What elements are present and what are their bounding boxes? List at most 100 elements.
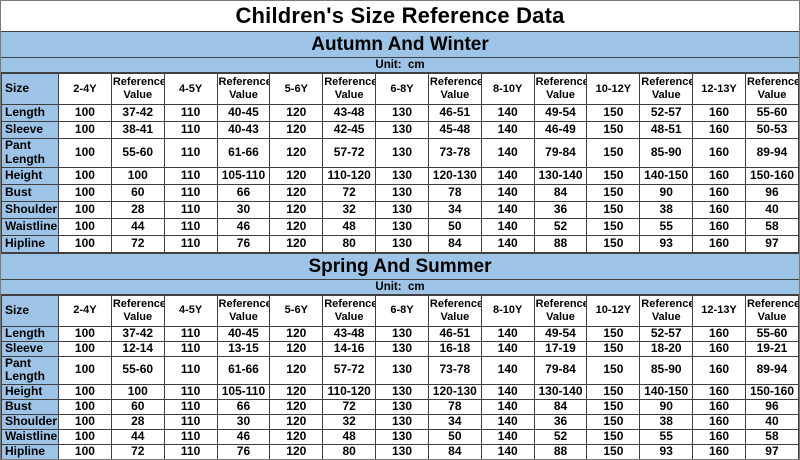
cell: 130 xyxy=(375,234,429,253)
column-header: Reference Value xyxy=(639,294,694,327)
cell: 100 xyxy=(58,325,112,342)
cell: 160 xyxy=(692,234,746,253)
cell: 100 xyxy=(110,384,165,401)
row-label: Length xyxy=(1,325,59,342)
cell: 76 xyxy=(216,444,271,459)
cell: 18-20 xyxy=(639,340,694,357)
season-section: Spring And Summer Unit: cm Size 2-4Y Referen… xyxy=(1,252,799,459)
cell: 30 xyxy=(216,200,271,219)
cell: 100 xyxy=(58,234,112,253)
cell: 58 xyxy=(744,429,799,446)
cell: 110 xyxy=(163,399,218,416)
row-label: Length xyxy=(1,104,59,122)
table-row: Sleeve 100 12-14 110 13-15 120 14-16 130 16-18 14… xyxy=(1,340,799,357)
table-row: Bust 100 60 110 66 120 72 130 78 140 84 150 90 160 96 xyxy=(1,183,799,202)
cell: 110 xyxy=(163,183,218,202)
cell: 40 xyxy=(744,414,799,431)
table-row: Hipline 100 72 110 76 120 80 130 84 140 88 150 93 160… xyxy=(1,444,799,459)
cell: 85-90 xyxy=(639,138,694,168)
cell: 90 xyxy=(639,399,694,416)
cell: 110 xyxy=(163,234,218,253)
cell: 120 xyxy=(269,217,324,236)
cell: 110 xyxy=(163,138,218,168)
cell: 150 xyxy=(586,121,641,139)
cell: 110 xyxy=(163,355,218,386)
cell: 43-48 xyxy=(322,104,377,122)
column-header: Size xyxy=(1,73,59,105)
cell: 140 xyxy=(480,325,535,342)
cell: 73-78 xyxy=(427,138,482,168)
cell: 120 xyxy=(269,166,324,185)
cell: 46 xyxy=(216,429,271,446)
row-label: Waistline xyxy=(1,429,59,446)
page-title: Children's Size Reference Data xyxy=(1,1,799,31)
cell: 150 xyxy=(586,200,641,219)
table-row: Hipline 100 72 110 76 120 80 130 84 140 88 150 93 160… xyxy=(1,234,799,253)
cell: 110-120 xyxy=(322,166,377,185)
cell: 61-66 xyxy=(216,138,271,168)
cell: 52 xyxy=(533,429,588,446)
cell: 88 xyxy=(533,234,588,253)
column-header: Reference Value xyxy=(744,294,799,327)
cell: 89-94 xyxy=(744,138,799,168)
cell: 76 xyxy=(216,234,271,253)
cell: 150 xyxy=(586,340,641,357)
row-label: Sleeve xyxy=(1,340,59,357)
cell: 140 xyxy=(480,234,535,253)
cell: 160 xyxy=(692,138,746,168)
cell: 45-48 xyxy=(427,121,482,139)
cell: 55-60 xyxy=(744,325,799,342)
row-label: Height xyxy=(1,166,59,185)
cell: 34 xyxy=(427,414,482,431)
cell: 100 xyxy=(58,183,112,202)
cell: 130 xyxy=(375,444,429,459)
column-header: 4-5Y xyxy=(163,294,218,327)
cell: 120 xyxy=(269,414,324,431)
cell: 43-48 xyxy=(322,325,377,342)
cell: 140 xyxy=(480,121,535,139)
cell: 100 xyxy=(58,444,112,459)
cell: 140 xyxy=(480,399,535,416)
table-row: Pant Length 100 55-60 110 61-66 120 57-72 130 73… xyxy=(1,138,799,168)
column-header: Reference Value xyxy=(427,294,482,327)
cell: 50-53 xyxy=(744,121,799,139)
column-header: Reference Value xyxy=(110,294,165,327)
cell: 79-84 xyxy=(533,138,588,168)
cell: 100 xyxy=(58,217,112,236)
cell: 150 xyxy=(586,234,641,253)
row-label: Hipline xyxy=(1,234,59,253)
cell: 120 xyxy=(269,355,324,386)
row-label: Pant Length xyxy=(1,355,59,386)
row-label: Hipline xyxy=(1,444,59,459)
cell: 16-18 xyxy=(427,340,482,357)
cell: 46-49 xyxy=(533,121,588,139)
cell: 120-130 xyxy=(427,384,482,401)
table-row: Shoulder 100 28 110 30 120 32 130 34 140 36 150 38 16… xyxy=(1,200,799,219)
cell: 50 xyxy=(427,217,482,236)
cell: 52-57 xyxy=(639,104,694,122)
column-header: 6-8Y xyxy=(375,73,429,105)
cell: 100 xyxy=(58,200,112,219)
cell: 130 xyxy=(375,399,429,416)
cell: 58 xyxy=(744,217,799,236)
cell: 110-120 xyxy=(322,384,377,401)
cell: 32 xyxy=(322,414,377,431)
cell: 120 xyxy=(269,104,324,122)
cell: 140-150 xyxy=(639,166,694,185)
cell: 52 xyxy=(533,217,588,236)
cell: 73-78 xyxy=(427,355,482,386)
column-header: 2-4Y xyxy=(58,294,112,327)
column-header: 8-10Y xyxy=(480,73,535,105)
cell: 100 xyxy=(58,414,112,431)
cell: 160 xyxy=(692,104,746,122)
cell: 110 xyxy=(163,200,218,219)
column-header: Reference Value xyxy=(216,73,271,105)
column-header: Reference Value xyxy=(322,73,377,105)
cell: 120 xyxy=(269,429,324,446)
column-header: Reference Value xyxy=(216,294,271,327)
cell: 130 xyxy=(375,217,429,236)
cell: 66 xyxy=(216,183,271,202)
cell: 140 xyxy=(480,444,535,459)
cell: 30 xyxy=(216,414,271,431)
cell: 85-90 xyxy=(639,355,694,386)
